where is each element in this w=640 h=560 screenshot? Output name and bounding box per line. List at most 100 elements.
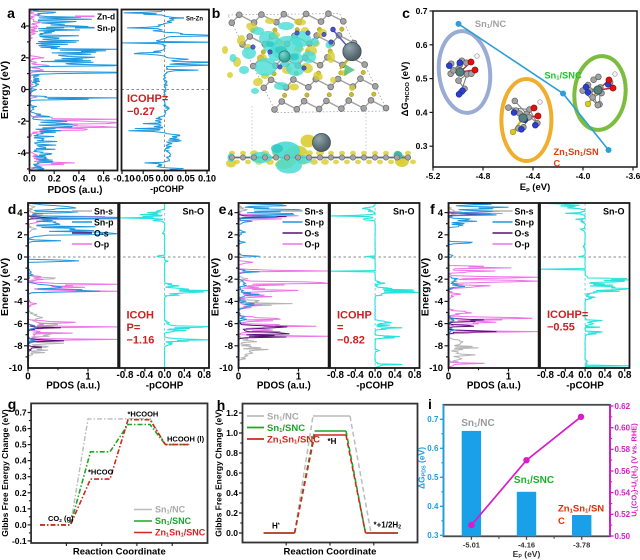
svg-text:-4: -4 [18,148,27,159]
svg-text:*+1/2H2: *+1/2H2 [374,521,402,531]
svg-text:O-p: O-p [305,239,321,249]
svg-text:1: 1 [296,372,302,383]
svg-text:Zn1Sn1/SNC: Zn1Sn1/SNC [155,528,206,539]
svg-text:CO2 (g): CO2 (g) [48,514,74,523]
svg-text:Reaction Coordinate: Reaction Coordinate [284,547,377,558]
svg-text:0.8: 0.8 [408,370,422,381]
svg-text:-0.4: -0.4 [557,370,574,381]
svg-text:PDOS (a.u.): PDOS (a.u.) [47,185,102,196]
svg-text:1.2: 1.2 [226,408,238,418]
svg-text:H*: H* [272,522,280,531]
svg-text:-0.4: -0.4 [136,370,153,381]
svg-text:*HCOO: *HCOO [88,468,114,477]
svg-text:4: 4 [438,208,444,219]
svg-text:i: i [428,396,432,412]
svg-text:0.8: 0.8 [618,370,632,381]
svg-text:PDOS (a.u.): PDOS (a.u.) [46,381,100,392]
svg-text:Sn1/SNC: Sn1/SNC [155,516,192,527]
svg-text:0.0: 0.0 [226,528,238,538]
svg-text:O-p: O-p [515,239,531,249]
svg-text:1: 1 [85,372,91,383]
svg-text:0.4: 0.4 [178,370,192,381]
svg-text:0.2: 0.2 [15,488,27,498]
svg-text:0.58: 0.58 [615,445,631,454]
svg-text:0.7: 0.7 [416,6,428,16]
svg-text:0.4: 0.4 [388,370,402,381]
svg-text:C: C [554,159,561,169]
svg-text:-4: -4 [435,297,444,308]
svg-text:f: f [430,201,435,217]
svg-text:EP (eV): EP (eV) [513,549,541,560]
svg-text:O-s: O-s [305,228,320,238]
svg-text:-pCOHP: -pCOHP [150,184,184,194]
svg-text:Sn-O: Sn-O [183,207,205,217]
svg-text:2: 2 [438,230,443,241]
svg-text:0.10: 0.10 [198,174,216,184]
svg-text:-4.0: -4.0 [576,171,591,181]
svg-text:Gibbs Free Energy Change (eV): Gibbs Free Energy Change (eV) [214,409,224,537]
svg-text:ΔG*HCOO (eV): ΔG*HCOO (eV) [400,62,411,117]
svg-text:4: 4 [17,208,23,219]
svg-text:-4: -4 [225,297,234,308]
svg-text:−0.27: −0.27 [127,106,155,118]
svg-text:Sn1/NC: Sn1/NC [475,19,506,30]
svg-text:0.0: 0.0 [578,370,592,381]
svg-text:Energy (eV): Energy (eV) [0,61,11,119]
svg-text:Ep (eV): Ep (eV) [520,182,551,193]
svg-text:Sn-O: Sn-O [393,207,415,217]
svg-text:−0.82: −0.82 [337,335,365,347]
svg-text:0: 0 [438,252,443,263]
svg-text:O-p: O-p [94,239,110,249]
svg-text:Sn-p: Sn-p [94,217,114,227]
svg-text:b: b [212,5,221,21]
svg-text:-6: -6 [435,319,443,330]
svg-text:Zn1Sn1/SNC: Zn1Sn1/SNC [267,435,320,446]
svg-text:-0.8: -0.8 [537,370,554,381]
svg-text:-4.16: -4.16 [518,540,535,549]
svg-text:0.8: 0.8 [197,370,211,381]
svg-text:0: 0 [21,85,26,96]
svg-text:0.0: 0.0 [15,520,27,530]
svg-text:Energy (eV): Energy (eV) [0,258,11,316]
svg-text:0.3: 0.3 [427,531,439,540]
svg-text:0.4: 0.4 [598,370,612,381]
svg-text:-pCOHP: -pCOHP [146,381,184,392]
svg-text:0.4: 0.4 [427,502,439,511]
svg-text:0.4: 0.4 [72,174,86,184]
svg-text:Sn-p: Sn-p [305,217,325,227]
svg-text:-5.01: -5.01 [463,540,480,549]
svg-text:C: C [558,516,565,527]
svg-text:Energy (eV): Energy (eV) [210,258,222,316]
svg-text:*HCOOH: *HCOOH [128,410,159,419]
svg-text:Zn1Sn1/SN: Zn1Sn1/SN [554,147,600,158]
svg-text:-10: -10 [9,363,23,374]
svg-text:ICOHP=: ICOHP= [127,93,168,105]
svg-text:0.0: 0.0 [23,174,36,184]
svg-text:Sn-p: Sn-p [97,23,116,33]
svg-text:0.62: 0.62 [615,402,631,411]
svg-text:0: 0 [17,252,22,263]
svg-text:2: 2 [228,230,233,241]
svg-text:0.1: 0.1 [15,504,27,514]
svg-text:0.54: 0.54 [615,488,631,497]
svg-text:Zn-d: Zn-d [97,12,115,22]
svg-text:-8: -8 [14,341,22,352]
svg-text:PDOS (a.u.): PDOS (a.u.) [467,381,521,392]
svg-text:−1.16: −1.16 [127,335,155,347]
svg-text:0.60: 0.60 [615,424,631,433]
svg-text:0.0: 0.0 [158,370,172,381]
svg-text:-0.4: -0.4 [347,370,364,381]
svg-text:0.2: 0.2 [226,508,238,518]
svg-text:-3.78: -3.78 [573,540,590,549]
svg-text:-0.8: -0.8 [117,370,134,381]
svg-text:-2: -2 [435,274,443,285]
svg-text:4: 4 [228,208,234,219]
svg-text:0.4: 0.4 [416,107,428,117]
svg-text:0.3: 0.3 [15,472,27,482]
svg-text:=: = [337,322,343,334]
svg-text:-4: -4 [14,297,23,308]
svg-text:0.6: 0.6 [416,40,428,50]
svg-text:O-s: O-s [515,228,530,238]
svg-text:0: 0 [236,372,242,383]
svg-text:-4.8: -4.8 [476,171,491,181]
